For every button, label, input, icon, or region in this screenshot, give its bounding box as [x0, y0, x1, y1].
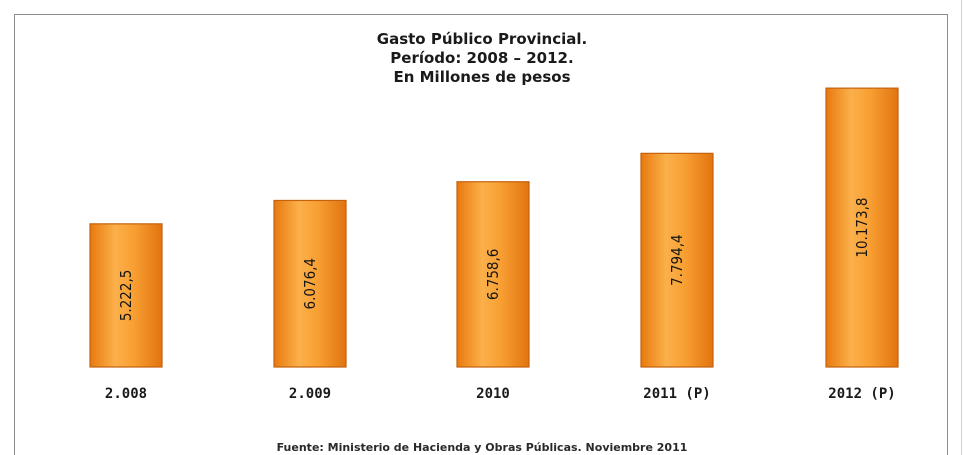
bar-2	[273, 199, 347, 368]
x-tick-label-3: 2010	[476, 386, 510, 402]
bar-5	[825, 87, 899, 368]
chart-title-line-1: Gasto Público Provincial.	[376, 30, 588, 48]
bar-3	[456, 181, 530, 368]
x-tick-label-4: 2011 (P)	[643, 386, 710, 402]
x-tick-label-1: 2.008	[105, 386, 147, 402]
chart-title-line-2: Período: 2008 – 2012.	[390, 49, 574, 67]
bar-value-label-2: 6.076,4	[301, 258, 319, 310]
x-tick-label-2: 2.009	[289, 386, 331, 402]
bar-value-label-3: 6.758,6	[484, 249, 502, 301]
x-tick-label-5: 2012 (P)	[828, 386, 895, 402]
bar-value-label-4: 7.794,4	[668, 234, 686, 286]
bar-1	[89, 223, 163, 368]
bar-value-label-5: 10.173,8	[853, 198, 871, 258]
chart-title-line-3: En Millones de pesos	[393, 68, 571, 86]
bar-4	[640, 152, 714, 368]
chart-title: Gasto Público Provincial. Período: 2008 …	[0, 30, 964, 87]
source-note: Fuente: Ministerio de Hacienda y Obras P…	[276, 441, 688, 454]
bar-series: 5.222,5 2.008 6.076,4 2.009 6.758,6 2010 7.794…	[89, 87, 899, 402]
bar-value-label-1: 5.222,5	[117, 270, 135, 322]
